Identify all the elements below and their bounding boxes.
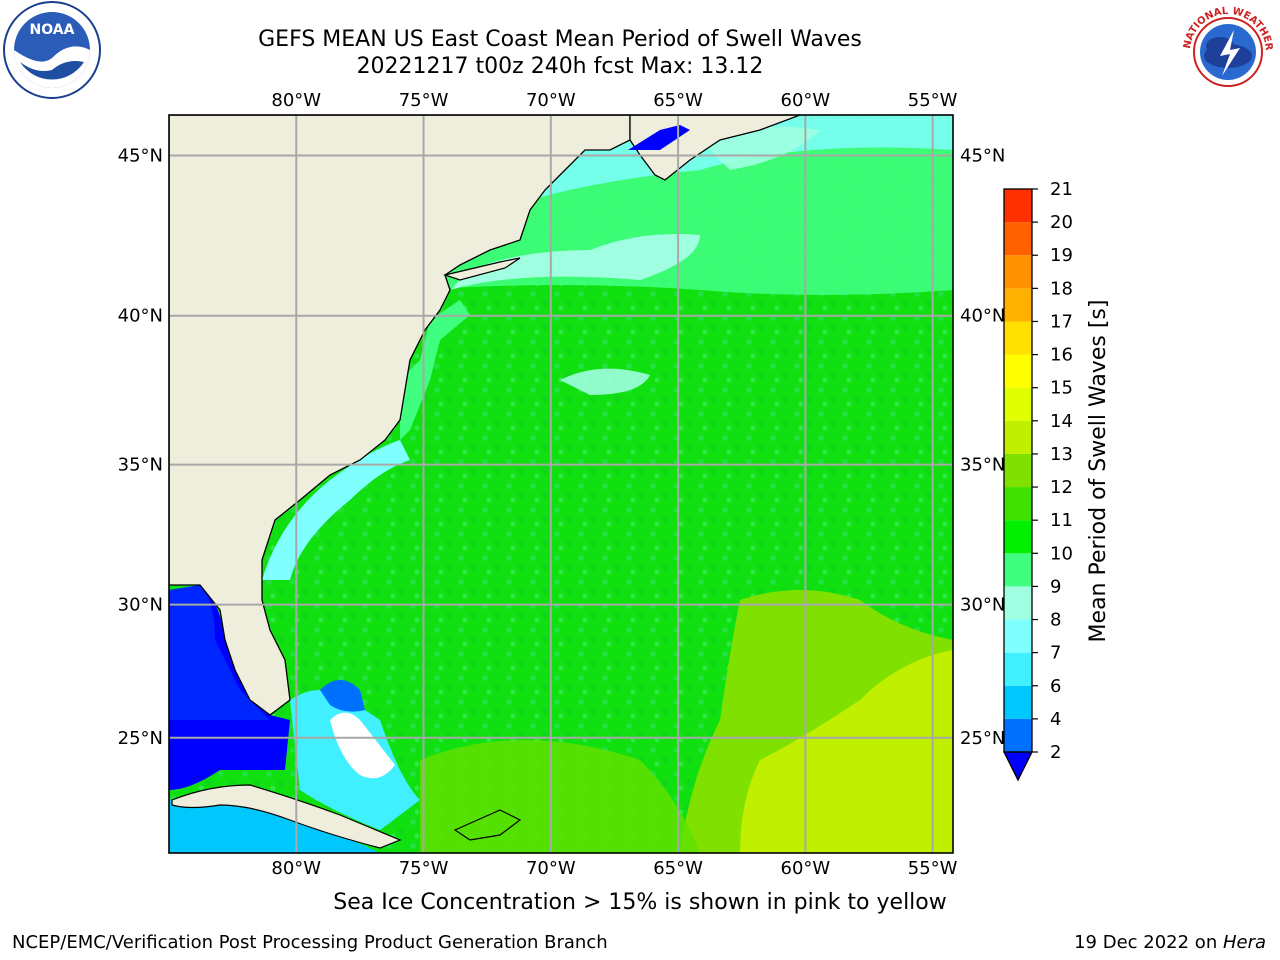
colorbar-segment	[1004, 453, 1032, 488]
colorbar-tick-label: 10	[1050, 543, 1073, 564]
top-lon-label: 70°W	[526, 90, 576, 111]
southeast-13s-region	[740, 650, 953, 853]
map-gridlines	[169, 115, 953, 853]
colorbar-segment	[1004, 520, 1032, 554]
colorbar-segment	[1004, 288, 1032, 322]
colorbar-tick-label: 15	[1050, 378, 1073, 399]
left-lat-label: 45°N	[118, 145, 163, 166]
coastal-cyan-southeast	[262, 440, 410, 580]
colorbar-segment	[1004, 255, 1032, 289]
colorbar-tick-label: 21	[1050, 179, 1073, 200]
colorbar-segment	[1004, 321, 1032, 355]
chart-subtitle: 20221217 t00z 240h fcst Max: 13.12	[356, 54, 764, 79]
top-lon-label: 80°W	[271, 90, 321, 111]
bottom-lon-label: 70°W	[526, 858, 576, 879]
colorbar-tick-label: 18	[1050, 278, 1073, 299]
sea-ice-note: Sea Ice Concentration > 15% is shown in …	[333, 890, 947, 915]
colorbar-tick-label: 14	[1050, 411, 1073, 432]
north-swell-band	[420, 115, 953, 295]
colorbar-tick-label: 13	[1050, 444, 1073, 465]
right-latitude-labels: 45°N 40°N 35°N 30°N 25°N	[960, 145, 1005, 748]
map-frame	[168, 114, 954, 854]
bahamas-bank	[330, 712, 395, 779]
gulf-blue-texture	[169, 585, 270, 720]
left-lat-label: 30°N	[118, 595, 163, 616]
top-lon-label: 75°W	[399, 90, 449, 111]
caribbean-cyan	[169, 800, 380, 853]
left-lat-label: 25°N	[118, 728, 163, 749]
top-longitude-labels: 80°W 75°W 70°W 65°W 60°W 55°W	[271, 90, 957, 111]
footer-credit: NCEP/EMC/Verification Post Processing Pr…	[12, 932, 608, 953]
land-usa	[169, 115, 631, 716]
noaa-logo: NOAA	[3, 1, 101, 99]
colorbar-frame	[1003, 188, 1033, 753]
colorbar-tick-label: 16	[1050, 345, 1073, 366]
land-long-island	[442, 257, 521, 281]
nws-logo: NATIONAL WEATHER SERVICE	[1176, 0, 1276, 100]
colorbar-tick-label: 12	[1050, 477, 1073, 498]
colorbar-segment	[1004, 420, 1032, 454]
colorbar-tick-label: 9	[1050, 576, 1061, 597]
chart-title: GEFS MEAN US East Coast Mean Period of S…	[258, 27, 862, 52]
map-plot-area	[169, 115, 953, 853]
colorbar-tick-label: 7	[1050, 643, 1061, 664]
colorbar-segment	[1004, 387, 1032, 421]
colorbar-tick-label: 8	[1050, 610, 1061, 631]
colorbar-segment	[1004, 553, 1032, 587]
footer-date-text: 19 Dec 2022 on	[1074, 932, 1223, 953]
top-lon-label: 55°W	[908, 90, 958, 111]
colorbar-segment	[1004, 619, 1032, 653]
bottom-lon-label: 80°W	[271, 858, 321, 879]
colorbar-segment	[1004, 685, 1032, 719]
south-11s-region	[420, 740, 700, 853]
land-cuba	[171, 784, 402, 849]
bottom-lon-label: 75°W	[399, 858, 449, 879]
colorbar-segment	[1004, 354, 1032, 388]
bottom-lon-label: 55°W	[908, 858, 958, 879]
colorbar-tick-label: 19	[1050, 245, 1073, 266]
right-lat-label: 25°N	[960, 728, 1005, 749]
bottom-longitude-labels: 80°W 75°W 70°W 65°W 60°W 55°W	[271, 858, 957, 879]
colorbar-tick-label: 17	[1050, 311, 1073, 332]
colorbar-segment	[1004, 487, 1032, 521]
patch-light-1	[560, 368, 650, 395]
bay-of-fundy	[628, 125, 690, 150]
top-lon-label: 60°W	[781, 90, 831, 111]
right-lat-label: 35°N	[960, 455, 1005, 476]
colorbar-extend-arrow	[1002, 751, 1034, 782]
colorbar-tick-label: 20	[1050, 212, 1073, 233]
colorbar-tick-label: 11	[1050, 510, 1073, 531]
right-lat-label: 30°N	[960, 595, 1005, 616]
land-hispaniola	[453, 809, 522, 841]
right-lat-label: 45°N	[960, 145, 1005, 166]
left-lat-label: 40°N	[118, 306, 163, 327]
colorbar-segment	[1004, 718, 1032, 752]
bottom-lon-label: 60°W	[781, 858, 831, 879]
colorbar-segment	[1004, 586, 1032, 620]
shelf-light-region	[450, 234, 700, 290]
colorbar-segment	[1004, 652, 1032, 686]
colorbar-label: Mean Period of Swell Waves [s]	[1086, 300, 1111, 643]
footer-date: 19 Dec 2022 on Hera	[1074, 932, 1266, 953]
colorbar-segment	[1004, 222, 1032, 256]
noaa-logo-text: NOAA	[30, 22, 75, 38]
bahamas-blue-patch	[320, 680, 365, 712]
colorbar-segment	[1004, 189, 1032, 223]
colorbar-tick-label: 2	[1050, 742, 1061, 763]
colorbar-tick-label: 4	[1050, 709, 1061, 730]
footer-host: Hera	[1222, 932, 1266, 953]
top-lon-label: 65°W	[653, 90, 703, 111]
left-lat-label: 35°N	[118, 455, 163, 476]
bottom-lon-label: 65°W	[653, 858, 703, 879]
left-latitude-labels: 45°N 40°N 35°N 30°N 25°N	[118, 145, 163, 748]
right-lat-label: 40°N	[960, 306, 1005, 327]
coastal-green-midatlantic	[400, 300, 470, 440]
colorbar: 2 4 6 7 8 9 10 11 12 13 14 15 16 17 18 19 20 21	[1002, 179, 1073, 782]
colorbar-tick-label: 6	[1050, 676, 1061, 697]
